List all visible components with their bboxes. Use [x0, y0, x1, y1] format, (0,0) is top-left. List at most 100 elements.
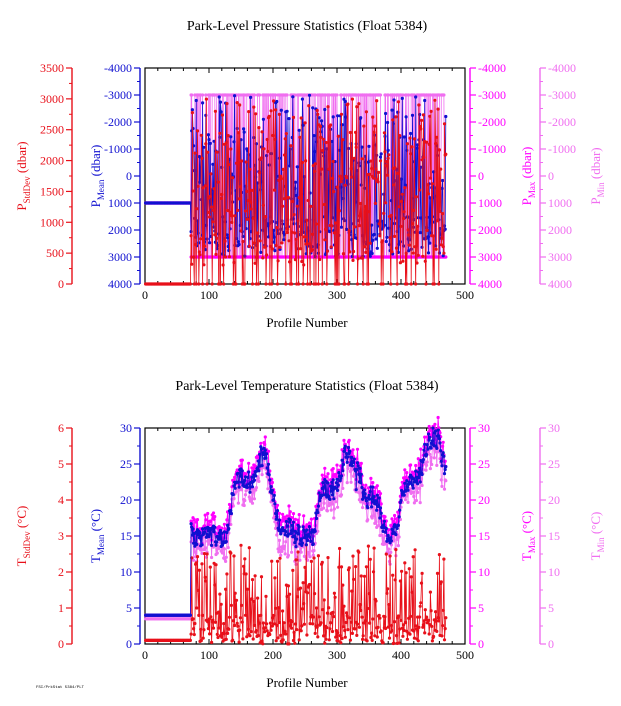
mean-point — [323, 107, 327, 112]
mean-point — [404, 115, 408, 119]
stddev-label-sub: StdDev — [22, 531, 32, 559]
mean-point — [428, 241, 432, 245]
stddev-point — [416, 639, 420, 643]
max-axis-label: TMax (°C) — [519, 511, 537, 561]
stddev-point — [305, 218, 309, 222]
min-point — [282, 544, 287, 548]
stddev-point — [366, 282, 370, 286]
stddev-point — [259, 575, 264, 579]
stddev-point — [270, 559, 274, 563]
mean-point — [188, 201, 192, 205]
min-point — [357, 491, 361, 495]
plot-frame — [144, 67, 466, 285]
mean-point — [309, 530, 313, 535]
mean-point — [439, 459, 443, 463]
stddev-tick-label: 3 — [58, 529, 64, 543]
stddev-point — [331, 159, 335, 164]
mean-point — [279, 532, 283, 536]
stddev-point — [256, 231, 260, 235]
stddev-point — [302, 622, 306, 626]
mean-label-tail: (dbar) — [88, 145, 103, 180]
stddev-point — [358, 214, 362, 218]
stddev-point — [235, 621, 239, 626]
stddev-point — [334, 221, 338, 225]
stddev-point — [310, 248, 314, 252]
stddev-point — [399, 224, 403, 228]
stddev-point — [282, 197, 286, 201]
mean-point — [406, 488, 410, 492]
stddev-point — [375, 635, 379, 639]
mean-point — [441, 254, 445, 258]
stddev-point — [324, 140, 328, 145]
min-point — [418, 486, 422, 491]
min-point — [352, 472, 356, 476]
stddev-point — [396, 614, 400, 618]
mean-point — [313, 529, 317, 533]
min-point — [389, 550, 393, 555]
stddev-point — [207, 210, 211, 215]
stddev-point — [213, 583, 217, 587]
mean-point — [362, 488, 367, 492]
min-point — [316, 529, 320, 533]
mean-point — [382, 519, 386, 523]
stddev-point — [239, 229, 243, 233]
min-point — [442, 487, 447, 491]
mean-point — [293, 180, 297, 184]
min-point — [332, 516, 336, 520]
max-point — [436, 415, 440, 420]
stddev-point — [402, 216, 406, 221]
mean-point — [256, 459, 260, 463]
stddev-point — [216, 180, 220, 184]
min-point — [325, 509, 329, 513]
mean-point — [328, 497, 332, 501]
max-tick-label: 4000 — [478, 277, 502, 291]
mean-point — [378, 516, 382, 520]
stddev-point — [196, 184, 200, 188]
mean-point — [288, 147, 292, 151]
stddev-point — [256, 596, 260, 600]
min-point — [403, 498, 408, 502]
stddev-point — [398, 579, 402, 583]
min-point — [272, 516, 276, 520]
stddev-point — [323, 641, 327, 645]
mean-point — [224, 540, 228, 544]
mean-point — [368, 497, 372, 501]
mean-point — [256, 466, 260, 470]
stddev-point — [412, 208, 416, 212]
max-point — [433, 422, 437, 426]
mean-point — [390, 527, 394, 531]
mean-point — [367, 493, 371, 497]
min-tick-label: -2000 — [548, 115, 576, 129]
mean-point — [191, 527, 195, 531]
min-point — [224, 559, 228, 564]
mean-point — [393, 523, 397, 527]
stddev-point — [389, 213, 393, 217]
stddev-point — [322, 598, 326, 602]
stddev-point — [386, 587, 390, 591]
stddev-point — [341, 138, 345, 142]
stddev-point — [245, 189, 249, 193]
stddev-point — [256, 282, 260, 286]
mean-point — [403, 183, 408, 187]
mean-point — [375, 508, 379, 512]
stddev-point — [275, 226, 279, 230]
mean-point — [312, 134, 316, 138]
stddev-point — [257, 126, 261, 130]
mean-point — [307, 533, 311, 537]
max-tick-label: 30 — [478, 421, 490, 435]
mean-point — [314, 516, 319, 521]
min-point — [256, 476, 260, 480]
stddev-point — [387, 636, 392, 640]
stddev-point — [385, 591, 389, 595]
stddev-point — [341, 583, 345, 587]
stddev-point — [347, 566, 351, 570]
stddev-point — [189, 234, 193, 238]
stddev-point — [274, 108, 278, 112]
stddev-point — [229, 147, 233, 151]
stddev-point — [368, 557, 372, 561]
mean-point — [269, 485, 273, 489]
min-point — [280, 549, 284, 554]
max-point — [324, 475, 328, 479]
max-point — [263, 442, 267, 446]
max-tick-label: 15 — [478, 529, 490, 543]
